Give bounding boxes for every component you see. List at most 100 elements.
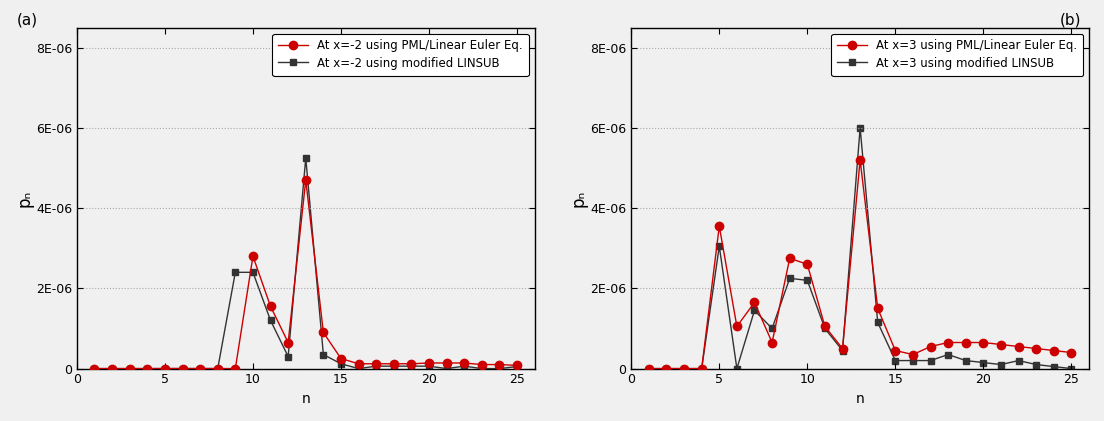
Line: At x=-2 using PML/Linear Euler Eq.: At x=-2 using PML/Linear Euler Eq.: [91, 176, 521, 373]
At x=3 using modified LINSUB: [818, 326, 831, 331]
At x=-2 using modified LINSUB: [317, 352, 330, 357]
At x=-2 using modified LINSUB: [282, 354, 295, 359]
At x=3 using PML/Linear Euler Eq.: [977, 340, 990, 345]
At x=-2 using PML/Linear Euler Eq.: [176, 366, 189, 371]
At x=-2 using modified LINSUB: [158, 366, 171, 371]
At x=-2 using PML/Linear Euler Eq.: [492, 362, 506, 367]
At x=-2 using PML/Linear Euler Eq.: [352, 361, 365, 366]
At x=-2 using PML/Linear Euler Eq.: [229, 366, 242, 371]
At x=-2 using modified LINSUB: [246, 270, 259, 275]
X-axis label: n: n: [856, 392, 864, 406]
At x=3 using modified LINSUB: [871, 320, 884, 325]
At x=3 using PML/Linear Euler Eq.: [783, 256, 796, 261]
At x=-2 using PML/Linear Euler Eq.: [246, 254, 259, 259]
At x=-2 using modified LINSUB: [140, 366, 153, 371]
At x=3 using modified LINSUB: [730, 366, 743, 371]
Legend: At x=3 using PML/Linear Euler Eq., At x=3 using modified LINSUB: At x=3 using PML/Linear Euler Eq., At x=…: [831, 34, 1083, 76]
At x=-2 using modified LINSUB: [335, 361, 348, 366]
At x=3 using PML/Linear Euler Eq.: [995, 342, 1008, 347]
At x=-2 using PML/Linear Euler Eq.: [282, 340, 295, 345]
At x=-2 using PML/Linear Euler Eq.: [193, 366, 206, 371]
At x=3 using PML/Linear Euler Eq.: [678, 366, 691, 371]
At x=3 using modified LINSUB: [853, 125, 867, 131]
At x=3 using modified LINSUB: [747, 308, 761, 313]
At x=3 using PML/Linear Euler Eq.: [836, 346, 849, 351]
At x=3 using modified LINSUB: [977, 360, 990, 365]
At x=3 using PML/Linear Euler Eq.: [942, 340, 955, 345]
At x=-2 using PML/Linear Euler Eq.: [123, 366, 136, 371]
At x=-2 using PML/Linear Euler Eq.: [423, 360, 436, 365]
At x=3 using PML/Linear Euler Eq.: [853, 157, 867, 163]
Y-axis label: pₙ: pₙ: [15, 189, 33, 207]
At x=3 using modified LINSUB: [906, 358, 920, 363]
At x=3 using PML/Linear Euler Eq.: [818, 324, 831, 329]
At x=3 using modified LINSUB: [713, 244, 726, 249]
Y-axis label: pₙ: pₙ: [570, 189, 587, 207]
Text: (b): (b): [1060, 13, 1081, 28]
At x=3 using PML/Linear Euler Eq.: [800, 262, 814, 267]
At x=3 using modified LINSUB: [889, 358, 902, 363]
At x=3 using PML/Linear Euler Eq.: [747, 300, 761, 305]
At x=3 using modified LINSUB: [678, 366, 691, 371]
Line: At x=3 using modified LINSUB: At x=3 using modified LINSUB: [646, 125, 1075, 372]
At x=-2 using modified LINSUB: [123, 366, 136, 371]
At x=3 using PML/Linear Euler Eq.: [713, 224, 726, 229]
At x=3 using modified LINSUB: [1030, 362, 1043, 367]
At x=-2 using modified LINSUB: [492, 366, 506, 371]
Line: At x=-2 using modified LINSUB: At x=-2 using modified LINSUB: [91, 155, 520, 372]
At x=3 using PML/Linear Euler Eq.: [643, 366, 656, 371]
Legend: At x=-2 using PML/Linear Euler Eq., At x=-2 using modified LINSUB: At x=-2 using PML/Linear Euler Eq., At x…: [273, 34, 529, 76]
At x=-2 using modified LINSUB: [423, 364, 436, 369]
At x=-2 using PML/Linear Euler Eq.: [475, 362, 488, 367]
At x=3 using modified LINSUB: [836, 348, 849, 353]
At x=-2 using modified LINSUB: [299, 155, 312, 160]
At x=3 using PML/Linear Euler Eq.: [660, 366, 673, 371]
At x=3 using modified LINSUB: [942, 352, 955, 357]
At x=-2 using PML/Linear Euler Eq.: [299, 178, 312, 183]
At x=-2 using modified LINSUB: [510, 364, 523, 369]
At x=-2 using modified LINSUB: [211, 366, 224, 371]
At x=3 using modified LINSUB: [995, 362, 1008, 367]
At x=-2 using PML/Linear Euler Eq.: [317, 330, 330, 335]
At x=3 using modified LINSUB: [1064, 366, 1078, 371]
At x=-2 using modified LINSUB: [405, 364, 418, 369]
At x=-2 using PML/Linear Euler Eq.: [140, 366, 153, 371]
At x=3 using modified LINSUB: [765, 326, 778, 331]
At x=-2 using modified LINSUB: [88, 366, 102, 371]
At x=3 using PML/Linear Euler Eq.: [765, 340, 778, 345]
At x=-2 using PML/Linear Euler Eq.: [388, 361, 401, 366]
At x=3 using PML/Linear Euler Eq.: [696, 366, 709, 371]
At x=-2 using PML/Linear Euler Eq.: [457, 360, 470, 365]
At x=-2 using PML/Linear Euler Eq.: [370, 361, 383, 366]
At x=3 using PML/Linear Euler Eq.: [906, 352, 920, 357]
Text: (a): (a): [17, 13, 38, 28]
At x=-2 using modified LINSUB: [229, 270, 242, 275]
At x=-2 using PML/Linear Euler Eq.: [264, 304, 277, 309]
At x=-2 using modified LINSUB: [106, 366, 119, 371]
At x=-2 using modified LINSUB: [176, 366, 189, 371]
At x=3 using modified LINSUB: [924, 358, 937, 363]
At x=-2 using PML/Linear Euler Eq.: [335, 356, 348, 361]
At x=3 using PML/Linear Euler Eq.: [889, 348, 902, 353]
At x=-2 using PML/Linear Euler Eq.: [106, 366, 119, 371]
At x=-2 using modified LINSUB: [475, 366, 488, 371]
At x=3 using PML/Linear Euler Eq.: [1030, 346, 1043, 351]
At x=3 using modified LINSUB: [959, 358, 973, 363]
At x=3 using PML/Linear Euler Eq.: [1012, 344, 1026, 349]
At x=-2 using PML/Linear Euler Eq.: [510, 363, 523, 368]
At x=-2 using modified LINSUB: [352, 366, 365, 371]
At x=3 using PML/Linear Euler Eq.: [1064, 350, 1078, 355]
At x=-2 using modified LINSUB: [440, 366, 454, 371]
At x=3 using modified LINSUB: [660, 366, 673, 371]
At x=3 using modified LINSUB: [800, 278, 814, 283]
At x=-2 using modified LINSUB: [457, 364, 470, 369]
At x=-2 using modified LINSUB: [388, 364, 401, 369]
At x=3 using modified LINSUB: [783, 276, 796, 281]
At x=-2 using PML/Linear Euler Eq.: [211, 366, 224, 371]
At x=-2 using PML/Linear Euler Eq.: [440, 360, 454, 365]
At x=3 using PML/Linear Euler Eq.: [1048, 348, 1061, 353]
At x=-2 using PML/Linear Euler Eq.: [88, 366, 102, 371]
At x=3 using modified LINSUB: [1012, 358, 1026, 363]
At x=3 using PML/Linear Euler Eq.: [871, 306, 884, 311]
At x=3 using modified LINSUB: [696, 366, 709, 371]
